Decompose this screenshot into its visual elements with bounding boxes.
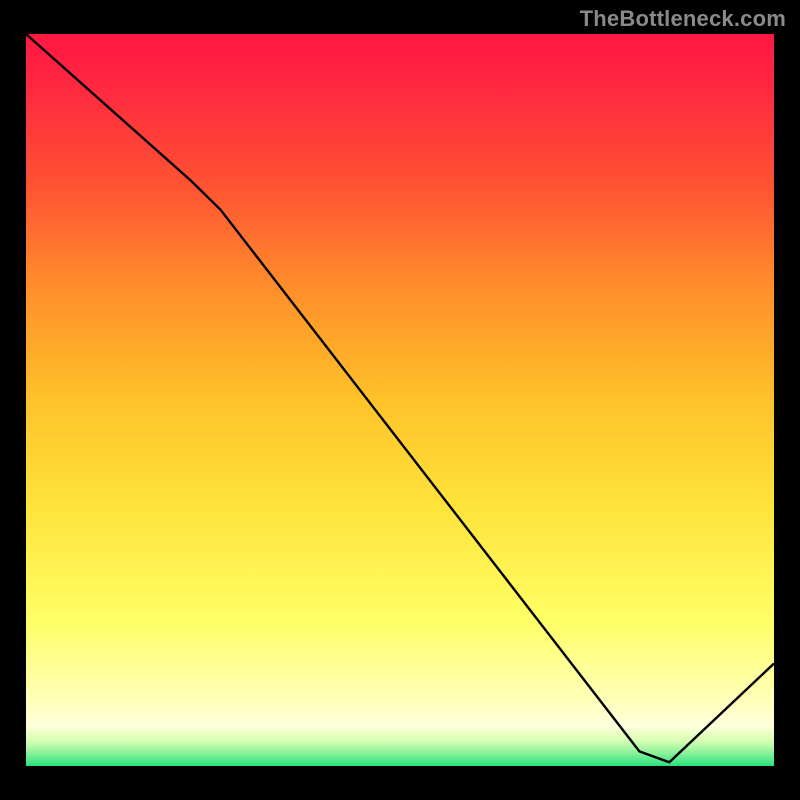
bottleneck-chart [0,0,800,800]
chart-gradient-area [26,34,774,766]
